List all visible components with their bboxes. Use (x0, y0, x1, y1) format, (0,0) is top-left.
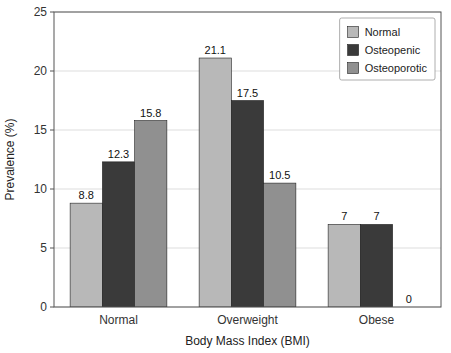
x-axis-title: Body Mass Index (BMI) (185, 334, 310, 348)
bar (328, 224, 360, 307)
tick-label: 5 (40, 241, 47, 255)
bar (199, 58, 231, 307)
tick-label: 15 (34, 123, 48, 137)
bar (231, 101, 263, 308)
tick-mark (50, 130, 54, 131)
chart-container: 0 5 10 15 20 25 8.8 21.1 7 12.3 17.5 7 15.8 10.5 0 Norm… (0, 0, 451, 353)
tick-mark (50, 248, 54, 249)
bars (70, 58, 393, 307)
y-axis: 0 5 10 15 20 25 (34, 5, 441, 314)
tick-label: 20 (34, 64, 48, 78)
legend-swatch (348, 63, 359, 74)
tick-label: 0 (40, 300, 47, 314)
bar (102, 162, 134, 307)
tick-label: 25 (34, 5, 48, 19)
plot-frame (54, 12, 441, 307)
legend-label: Osteoporotic (365, 62, 428, 74)
data-label: 17.5 (237, 87, 258, 99)
data-label: 21.1 (205, 44, 226, 56)
legend-label: Osteopenic (365, 44, 421, 56)
tick-mark (50, 307, 54, 308)
legend-label: Normal (365, 26, 400, 38)
data-label: 7 (373, 210, 379, 222)
bar (360, 224, 392, 307)
legend-swatch (348, 45, 359, 56)
bar (70, 203, 102, 307)
tick-label: Overweight (217, 313, 278, 327)
data-label: 15.8 (140, 107, 161, 119)
data-label: 10.5 (269, 169, 290, 181)
data-label: 7 (341, 210, 347, 222)
data-label: 8.8 (79, 189, 94, 201)
bar (264, 183, 296, 307)
y-axis-title: Prevalence (%) (3, 118, 17, 200)
data-label: 12.3 (108, 148, 129, 160)
tick-mark (50, 71, 54, 72)
tick-label: 10 (34, 182, 48, 196)
tick-label: Normal (99, 313, 138, 327)
data-label: 0 (406, 293, 412, 305)
legend-swatch (348, 27, 359, 38)
tick-label: Obese (359, 313, 395, 327)
x-axis: Normal Overweight Obese (99, 313, 394, 327)
tick-mark (50, 12, 54, 13)
bar (135, 121, 167, 307)
legend-frame (340, 18, 435, 80)
tick-mark (50, 189, 54, 190)
chart: 0 5 10 15 20 25 8.8 21.1 7 12.3 17.5 7 15.8 10.5 0 Norm… (0, 0, 451, 353)
data-labels: 8.8 21.1 7 12.3 17.5 7 15.8 10.5 0 (79, 44, 412, 305)
legend: Normal Osteopenic Osteoporotic (340, 18, 435, 80)
